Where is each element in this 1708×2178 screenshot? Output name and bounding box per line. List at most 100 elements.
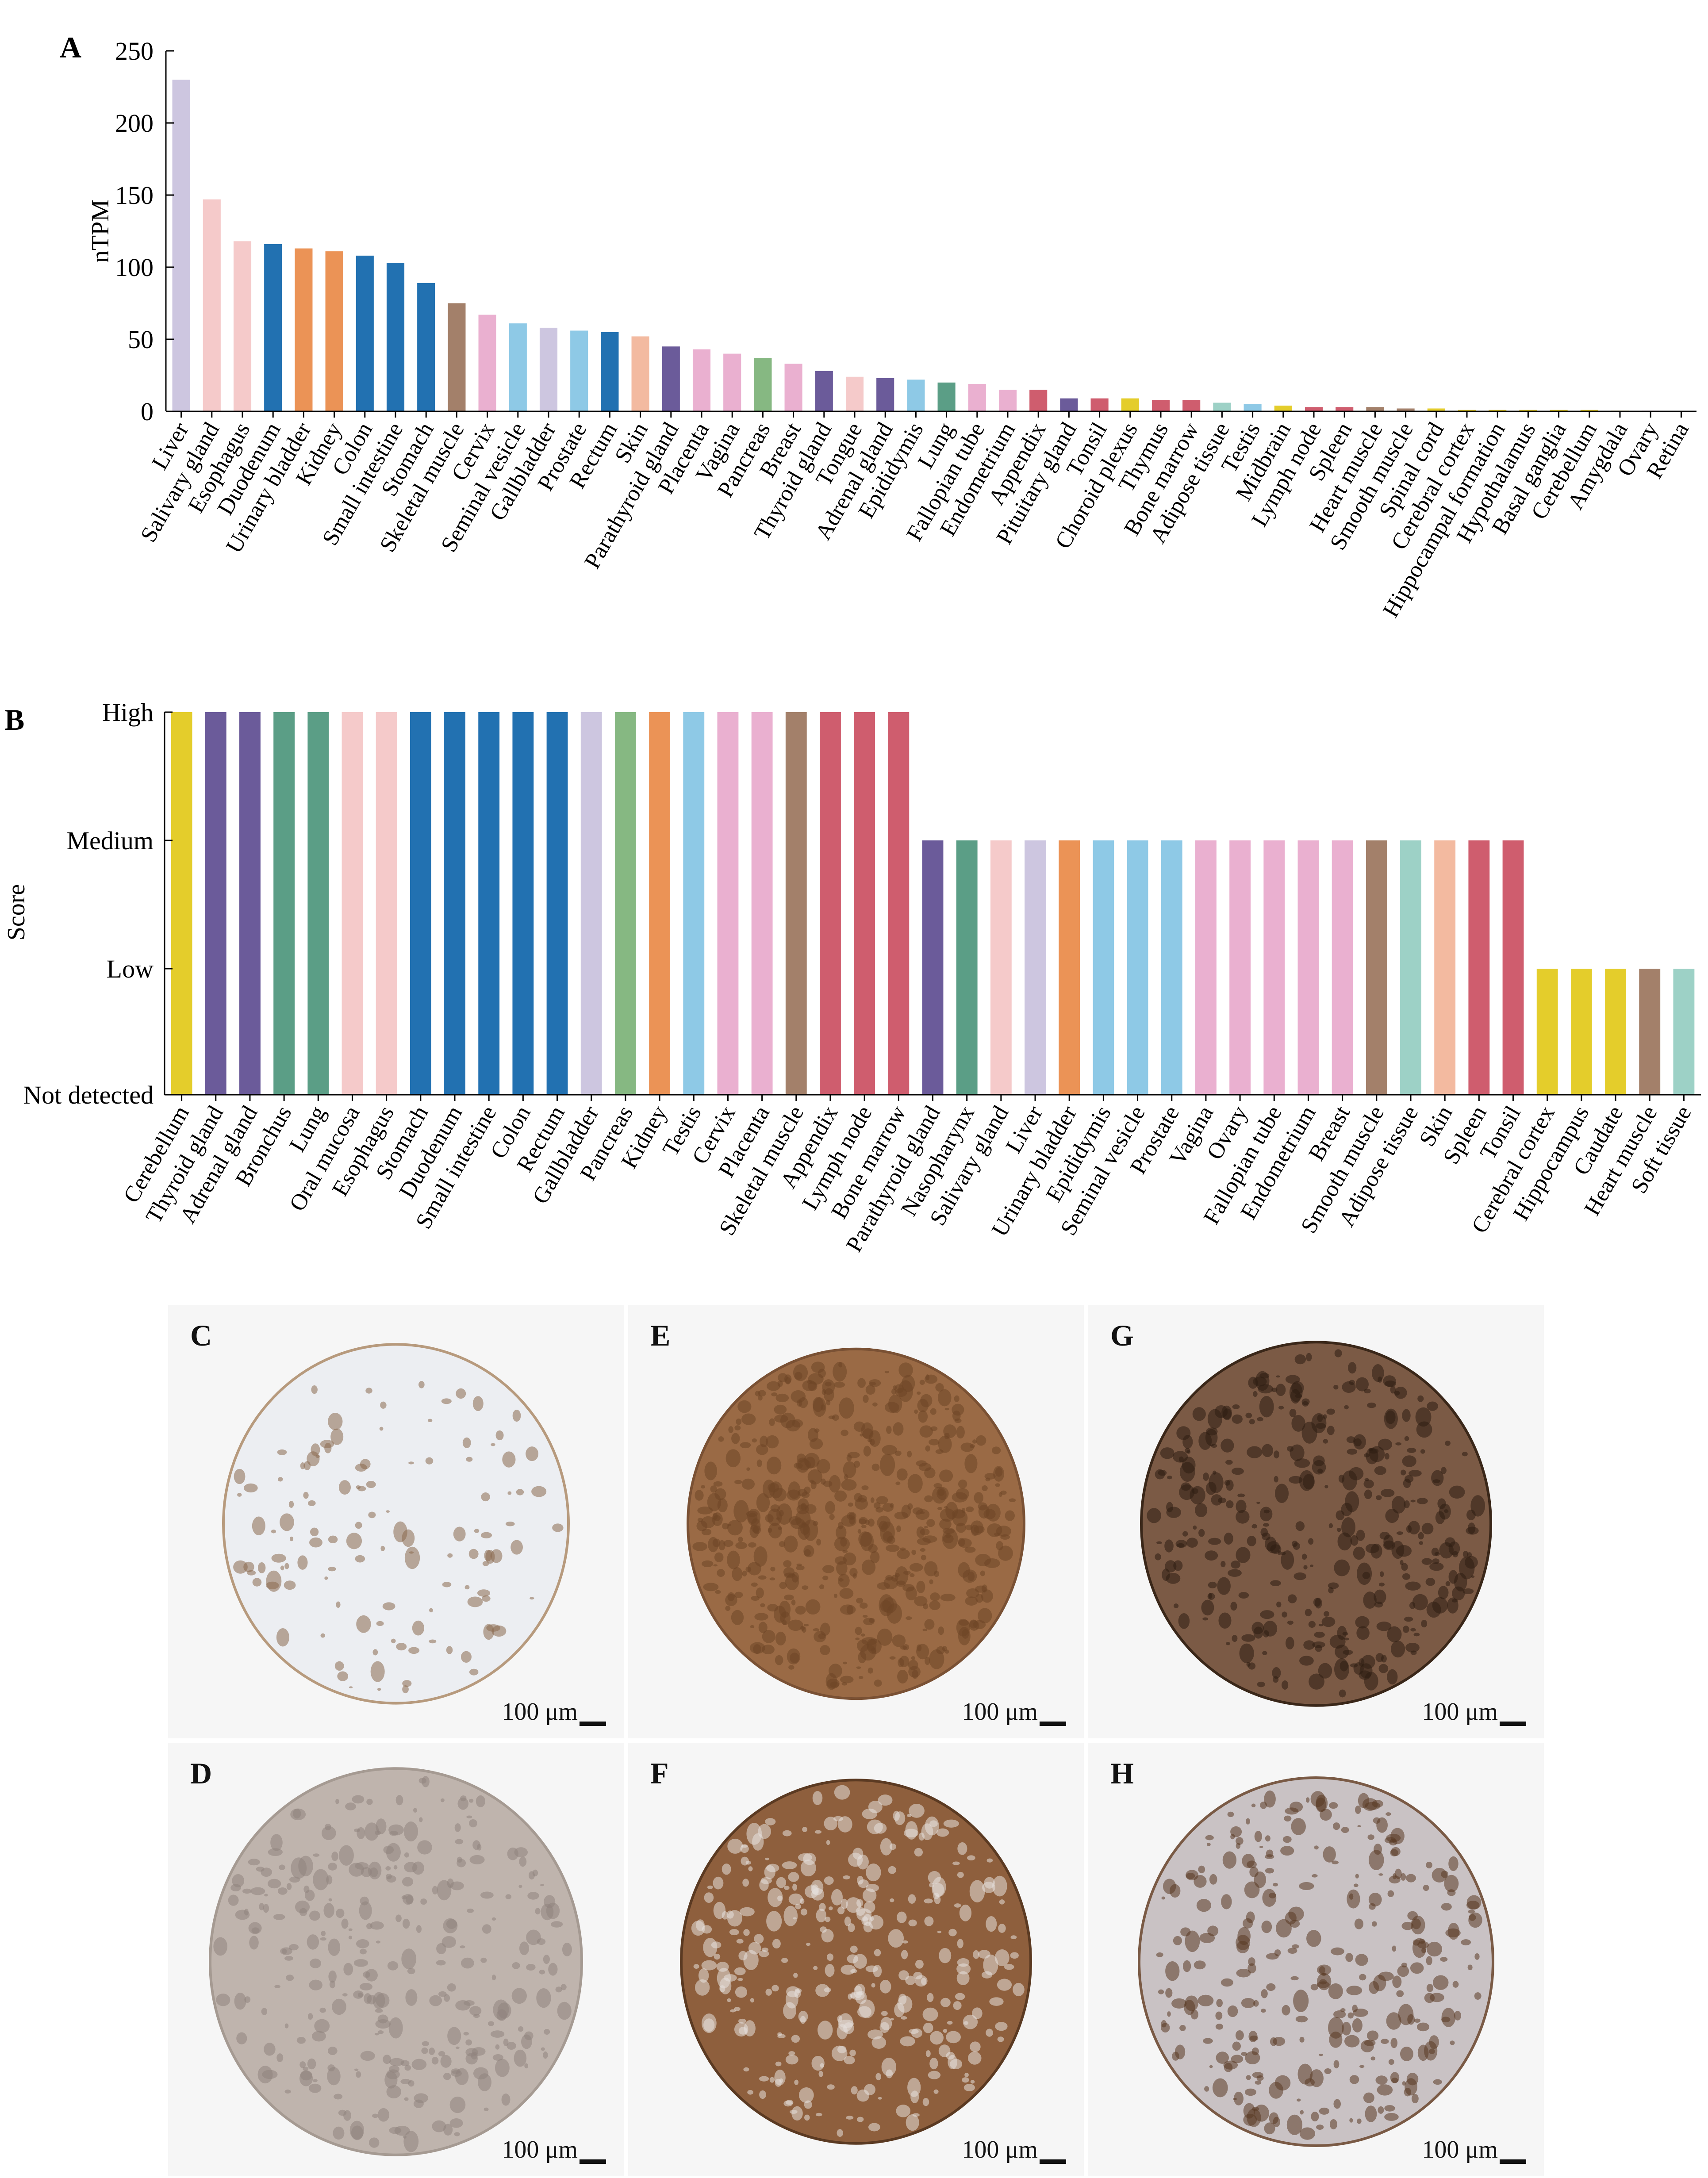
tissue-cell xyxy=(881,2058,897,2076)
tissue-cell xyxy=(377,2030,384,2034)
tissue-cell xyxy=(372,1649,378,1656)
tissue-cell xyxy=(250,1887,265,1895)
tissue-cell xyxy=(834,1537,850,1551)
tissue-cell xyxy=(972,1439,977,1444)
tissue-cell xyxy=(1349,2075,1359,2084)
tissue-cell xyxy=(1410,1962,1424,1974)
tissue-cell xyxy=(1392,1945,1397,1952)
tissue-cell xyxy=(868,1801,883,1814)
tissue-cell xyxy=(1295,1521,1305,1531)
tissue-cell xyxy=(751,1595,760,1601)
tissue-cell xyxy=(794,2079,799,2085)
tissue-cell xyxy=(1402,1409,1411,1422)
tissue-cell xyxy=(717,1569,725,1577)
tissue-cell xyxy=(1285,1375,1300,1384)
tissue-cell xyxy=(989,1997,1004,2006)
tissue-cell xyxy=(1390,2038,1398,2048)
tissue-cell xyxy=(491,1917,496,1921)
tissue-cell xyxy=(562,1943,572,1956)
tissue-cell xyxy=(441,1398,452,1404)
tissue-cell xyxy=(1378,2106,1384,2114)
tissue-cell xyxy=(707,1885,713,1889)
tissue-cell xyxy=(328,1413,343,1430)
tissue-cell xyxy=(1387,1890,1394,1897)
tissue-cell xyxy=(924,1916,934,1926)
tissue-cell xyxy=(943,2028,948,2033)
tissue-cell xyxy=(361,1867,372,1877)
tissue-cell xyxy=(1395,1442,1402,1446)
tissue-cell xyxy=(851,2086,858,2095)
tissue-cell xyxy=(1198,1865,1205,1874)
tissue-cell xyxy=(1418,1532,1424,1540)
tissue-cell xyxy=(1172,2051,1179,2061)
tissue-cell xyxy=(521,2034,532,2049)
tissue-cell xyxy=(1426,1941,1443,1957)
tissue-cell xyxy=(880,1838,892,1856)
tissue-cell xyxy=(984,1473,996,1480)
tissue-cell xyxy=(1385,1509,1399,1523)
tissue-cell xyxy=(1377,2084,1393,2096)
tissue-cell xyxy=(1445,1928,1461,1937)
tissue-cell xyxy=(915,1959,924,1969)
bar-parathyroid-gland xyxy=(662,346,680,411)
y-tick-label: 100 xyxy=(115,253,154,282)
tissue-cell xyxy=(1232,2041,1241,2051)
tissue-cell xyxy=(1166,1507,1181,1518)
tissue-cell xyxy=(1261,1921,1272,1933)
tissue-cell xyxy=(1246,2075,1251,2080)
tissue-cell xyxy=(886,1544,900,1552)
tissue-cell xyxy=(527,1892,539,1900)
tissue-cell xyxy=(745,1860,751,1865)
tissue-cell xyxy=(328,1863,338,1871)
tissue-cell xyxy=(1299,1656,1314,1666)
tissue-cell xyxy=(1289,1476,1303,1484)
tissue-cell xyxy=(1253,1626,1263,1639)
y-tick-label: Medium xyxy=(66,826,154,855)
tissue-cell xyxy=(460,1795,467,1802)
tissue-cell xyxy=(461,1651,472,1663)
tissue-cell xyxy=(893,1810,900,1821)
tissue-cell xyxy=(331,1851,338,1861)
tissue-cell xyxy=(813,1521,818,1526)
tissue-cell xyxy=(300,1462,305,1469)
tissue-cell xyxy=(356,2071,361,2078)
tissue-cell xyxy=(1341,2021,1351,2036)
tissue-cell xyxy=(954,1418,962,1423)
tissue-cell xyxy=(313,1869,329,1890)
tissue-cell xyxy=(438,1991,447,1997)
tissue-cell xyxy=(719,1985,725,1993)
tissue-cell xyxy=(1353,1546,1365,1560)
tissue-cell xyxy=(1291,1818,1306,1835)
tissue-cell xyxy=(831,2045,848,2061)
tissue-cell xyxy=(962,1629,969,1639)
tissue-cell xyxy=(976,1435,986,1446)
tissue-cell xyxy=(338,2109,347,2116)
tissue-cell xyxy=(1263,1523,1270,1527)
tissue-cell xyxy=(727,1550,740,1569)
tissue-cell xyxy=(1225,1480,1234,1491)
tissue-cell xyxy=(271,1530,276,1534)
tissue-cell xyxy=(308,2083,322,2093)
tissue-cell xyxy=(1412,1918,1421,1929)
tissue-cell xyxy=(864,1901,875,1913)
tissue-cell xyxy=(543,2051,548,2059)
tissue-cell xyxy=(924,1495,933,1503)
bar-small-intestine xyxy=(478,712,500,1095)
tissue-cell xyxy=(1248,1957,1255,1966)
tissue-cell xyxy=(1341,1517,1355,1538)
tissue-cell xyxy=(758,1575,767,1580)
tissue-cell xyxy=(856,2089,870,2102)
tissue-cell xyxy=(1306,1930,1321,1947)
tissue-cell xyxy=(389,2058,404,2067)
tissue-cell xyxy=(502,1451,516,1468)
tissue-cell xyxy=(1462,1588,1474,1595)
tissue-cell xyxy=(751,1582,758,1587)
bar-caudate xyxy=(1605,969,1626,1095)
tissue-cell xyxy=(374,2032,379,2036)
tissue-cell xyxy=(768,1522,782,1539)
tissue-cell xyxy=(1316,1797,1326,1813)
tissue-cell xyxy=(981,1589,993,1603)
tissue-cell xyxy=(1289,1383,1303,1402)
tissue-cell xyxy=(264,1894,268,1897)
tissue-cell xyxy=(1243,2103,1255,2119)
